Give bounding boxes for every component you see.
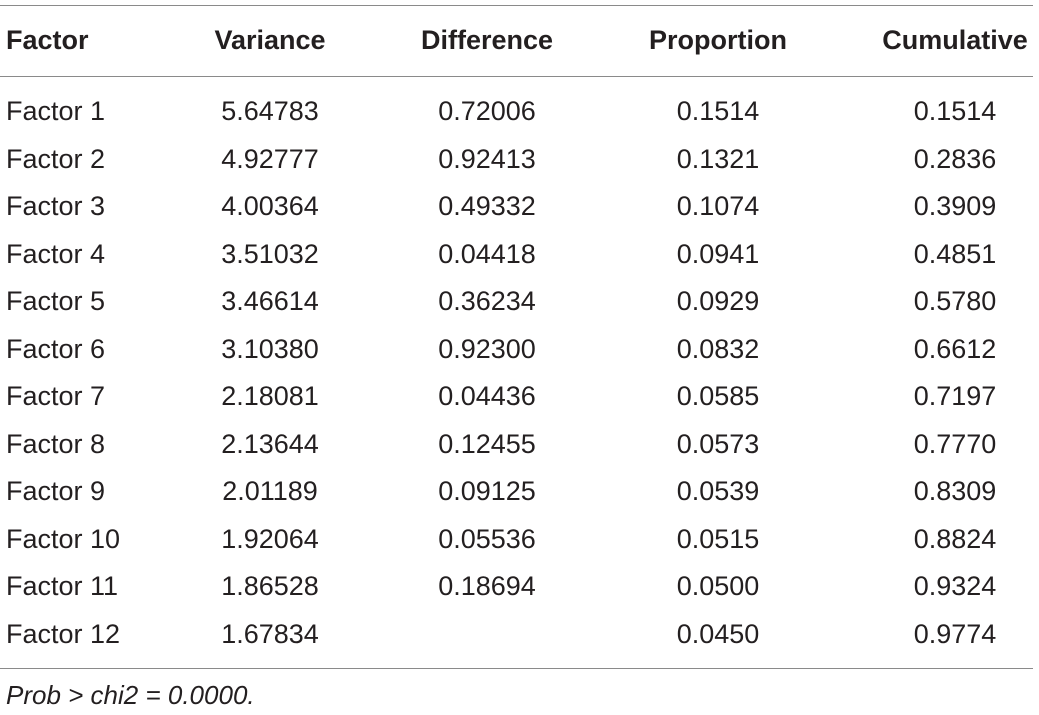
table-header-rule — [0, 76, 1033, 77]
cell-factor: Factor 7 — [6, 381, 106, 411]
cell-proportion: 0.0832 — [676, 333, 760, 364]
cell-factor: Factor 10 — [6, 523, 121, 554]
cell-cumulative: 0.6612 — [913, 333, 997, 364]
table-row: Factor 1 5.64783 0.72006 0.1514 0.1514 — [0, 88, 1039, 135]
cell-cumulative: 0.5780 — [913, 286, 997, 316]
cell-factor: Factor 5 — [6, 286, 106, 316]
cell-variance: 3.10380 — [221, 333, 319, 364]
table-row: Factor 4 3.51032 0.04418 0.0941 0.4851 — [0, 231, 1039, 278]
cell-proportion: 0.0941 — [676, 238, 760, 269]
cell-variance: 2.13644 — [221, 428, 319, 459]
cell-cumulative: 0.3909 — [913, 191, 997, 221]
cell-proportion: 0.0450 — [676, 618, 760, 649]
table-row: Factor 6 3.10380 0.92300 0.0832 0.6612 — [0, 326, 1039, 373]
table-row: Factor 8 2.13644 0.12455 0.0573 0.7770 — [0, 421, 1039, 468]
cell-cumulative: 0.9324 — [913, 571, 997, 601]
cell-difference: 0.72006 — [438, 96, 536, 126]
cell-difference: 0.92413 — [438, 143, 536, 174]
cell-proportion: 0.0515 — [676, 523, 760, 554]
cell-difference: 0.49332 — [438, 191, 536, 221]
cell-proportion: 0.1321 — [676, 143, 760, 174]
header-difference: Difference — [420, 25, 554, 55]
cell-variance: 5.64783 — [221, 96, 319, 126]
table-row: Factor 11 1.86528 0.18694 0.0500 0.9324 — [0, 563, 1039, 610]
header-cumulative: Cumulative — [882, 25, 1028, 55]
table-row: Factor 7 2.18081 0.04436 0.0585 0.7197 — [0, 373, 1039, 420]
cell-difference: 0.04436 — [438, 381, 536, 411]
cell-factor: Factor 3 — [6, 191, 106, 221]
cell-variance: 3.46614 — [221, 286, 319, 316]
cell-cumulative: 0.1514 — [913, 96, 997, 126]
cell-difference — [407, 611, 567, 658]
cell-factor: Factor 12 — [6, 618, 121, 649]
cell-factor: Factor 11 — [6, 571, 119, 601]
table-bottom-rule — [0, 668, 1033, 669]
cell-variance: 1.92064 — [221, 523, 319, 554]
cell-proportion: 0.0500 — [676, 571, 760, 601]
table-footnote: Prob > chi2 = 0.0000. — [6, 680, 255, 710]
cell-variance: 1.86528 — [221, 571, 319, 601]
cell-factor: Factor 6 — [6, 333, 106, 364]
cell-difference: 0.18694 — [438, 571, 536, 601]
cell-variance: 2.18081 — [221, 381, 319, 411]
cell-proportion: 0.1074 — [676, 191, 760, 221]
cell-cumulative: 0.8309 — [913, 476, 997, 506]
header-factor: Factor — [6, 25, 89, 55]
cell-proportion: 0.0585 — [676, 381, 760, 411]
cell-factor: Factor 8 — [6, 428, 106, 459]
cell-variance: 1.67834 — [221, 618, 319, 649]
cell-difference: 0.09125 — [438, 476, 536, 506]
cell-difference: 0.92300 — [438, 333, 536, 364]
table-row: Factor 5 3.46614 0.36234 0.0929 0.5780 — [0, 278, 1039, 325]
cell-cumulative: 0.4851 — [913, 238, 997, 269]
table-row: Factor 10 1.92064 0.05536 0.0515 0.8824 — [0, 516, 1039, 563]
cell-variance: 4.92777 — [221, 143, 319, 174]
cell-cumulative: 0.7770 — [913, 428, 997, 459]
cell-difference: 0.12455 — [438, 428, 536, 459]
cell-proportion: 0.1514 — [676, 96, 760, 126]
cell-factor: Factor 9 — [6, 476, 106, 506]
cell-proportion: 0.0929 — [676, 286, 760, 316]
cell-variance: 4.00364 — [221, 191, 319, 221]
table-row: Factor 9 2.01189 0.09125 0.0539 0.8309 — [0, 468, 1039, 515]
cell-cumulative: 0.2836 — [913, 143, 997, 174]
cell-proportion: 0.0573 — [676, 428, 760, 459]
cell-factor: Factor 1 — [6, 96, 106, 126]
cell-factor: Factor 4 — [6, 238, 106, 269]
table-row: Factor 3 4.00364 0.49332 0.1074 0.3909 — [0, 183, 1039, 230]
cell-difference: 0.04418 — [438, 238, 536, 269]
cell-cumulative: 0.7197 — [913, 381, 997, 411]
cell-cumulative: 0.8824 — [913, 523, 997, 554]
cell-difference: 0.05536 — [438, 523, 536, 554]
cell-factor: Factor 2 — [6, 143, 106, 174]
table-top-rule — [0, 5, 1033, 6]
table-row: Factor 2 4.92777 0.92413 0.1321 0.2836 — [0, 136, 1039, 183]
header-variance: Variance — [214, 25, 326, 55]
table-row: Factor 12 1.67834 0.0450 0.9774 — [0, 611, 1039, 658]
cell-variance: 2.01189 — [222, 476, 318, 506]
table-header-row: Factor Variance Difference Proportion Cu… — [0, 17, 1039, 64]
cell-difference: 0.36234 — [438, 286, 536, 316]
cell-cumulative: 0.9774 — [913, 618, 997, 649]
header-proportion: Proportion — [649, 25, 787, 55]
cell-proportion: 0.0539 — [676, 476, 760, 506]
cell-variance: 3.51032 — [221, 238, 319, 269]
